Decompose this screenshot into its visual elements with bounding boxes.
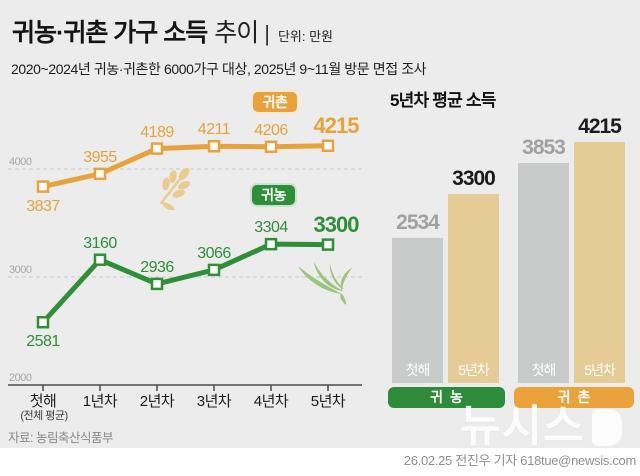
newsis-logo-text: 뉴시스 bbox=[460, 402, 585, 451]
group-pill-귀농: 귀농 bbox=[388, 387, 505, 408]
data-point-marker bbox=[207, 263, 221, 277]
header: 귀농·귀촌 가구 소득 추이 | 단위: 만원 bbox=[0, 0, 640, 49]
data-point-marker bbox=[321, 139, 335, 153]
value-label-귀농: 3160 bbox=[83, 234, 117, 252]
bar-value-label: 3300 bbox=[452, 167, 496, 190]
bar-category-label: 5년차 bbox=[584, 362, 616, 378]
data-point-marker bbox=[36, 316, 50, 329]
data-point-marker bbox=[150, 277, 164, 291]
y-axis-label: 4000 bbox=[9, 156, 32, 168]
data-point-marker bbox=[264, 237, 278, 251]
source-note: 자료: 농림축산식품부 bbox=[8, 431, 113, 445]
newsis-watermark: 뉴시스 bbox=[460, 402, 623, 451]
bar-value-label: 3853 bbox=[522, 136, 566, 159]
data-point-marker bbox=[207, 139, 221, 153]
x-axis-label: 1년차 bbox=[82, 393, 118, 410]
x-axis-note: (전체 평균) bbox=[20, 410, 68, 422]
footer-strip: 26.02.25 전진우 기자 618tue@newsis.com bbox=[0, 448, 640, 476]
value-label-귀농: 3300 bbox=[313, 211, 360, 237]
byline-credit: 26.02.25 전진우 기자 618tue@newsis.com bbox=[403, 453, 637, 468]
y-axis-label: 3000 bbox=[9, 264, 32, 276]
series-badge-gwichon: 귀촌 bbox=[251, 90, 299, 114]
bar-value-label: 2534 bbox=[396, 211, 440, 234]
bar-category-label: 첫해 bbox=[405, 362, 431, 378]
value-label-귀농: 3066 bbox=[197, 244, 231, 262]
value-label-귀촌: 4206 bbox=[254, 121, 288, 139]
value-label-귀촌: 4215 bbox=[313, 112, 360, 138]
data-point-marker bbox=[36, 180, 50, 193]
value-label-귀촌: 3955 bbox=[83, 148, 117, 166]
x-axis-label: 첫해 bbox=[29, 393, 57, 410]
bar-귀촌-5년차 bbox=[574, 142, 625, 383]
rice-seedling-icon bbox=[296, 260, 354, 313]
value-label-귀농: 2936 bbox=[140, 258, 174, 276]
title-divider: | bbox=[264, 21, 270, 46]
value-label-귀농: 2581 bbox=[26, 333, 60, 351]
data-point-marker bbox=[321, 238, 335, 251]
data-point-marker bbox=[150, 142, 164, 155]
bar-귀농-첫해 bbox=[392, 238, 443, 383]
unit-label: 단위: 만원 bbox=[277, 29, 334, 44]
series-badge-gwinong: 귀농 bbox=[250, 183, 297, 207]
line-series-귀촌 bbox=[42, 143, 329, 190]
newsis-logo bbox=[592, 409, 623, 446]
survey-subtitle: 2020~2024년 귀농·귀촌한 6000가구 대상, 2025년 9~11월… bbox=[11, 61, 427, 77]
page-title: 귀농·귀촌 가구 소득 bbox=[12, 19, 208, 47]
x-axis-label: 5년차 bbox=[310, 393, 346, 410]
x-axis-label: 3년차 bbox=[196, 393, 232, 410]
value-label-귀농: 3304 bbox=[254, 219, 288, 237]
value-label-귀촌: 3837 bbox=[26, 197, 60, 215]
bar-귀농-5년차 bbox=[448, 194, 499, 383]
bar-chart-title: 5년차 평균 소득 bbox=[390, 91, 496, 110]
bar-category-label: 5년차 bbox=[458, 362, 490, 378]
value-label-귀촌: 4189 bbox=[140, 123, 174, 141]
value-label-귀촌: 4211 bbox=[197, 121, 231, 139]
data-point-marker bbox=[93, 253, 107, 266]
data-point-marker bbox=[93, 167, 107, 181]
x-axis-label: 4년차 bbox=[253, 393, 289, 410]
x-axis-label: 2년차 bbox=[139, 393, 175, 410]
y-axis-label: 2000 bbox=[9, 372, 32, 384]
bar-귀촌-첫해 bbox=[518, 163, 569, 383]
data-point-marker bbox=[264, 140, 278, 154]
group-pill-귀촌: 귀촌 bbox=[514, 387, 634, 408]
bar-value-label: 4215 bbox=[578, 115, 622, 138]
bar-category-label: 첫해 bbox=[531, 362, 557, 378]
page-title-suffix: 추이 bbox=[214, 19, 259, 47]
line-series-귀농 bbox=[41, 241, 329, 324]
wheat-grain-icon bbox=[150, 162, 196, 219]
